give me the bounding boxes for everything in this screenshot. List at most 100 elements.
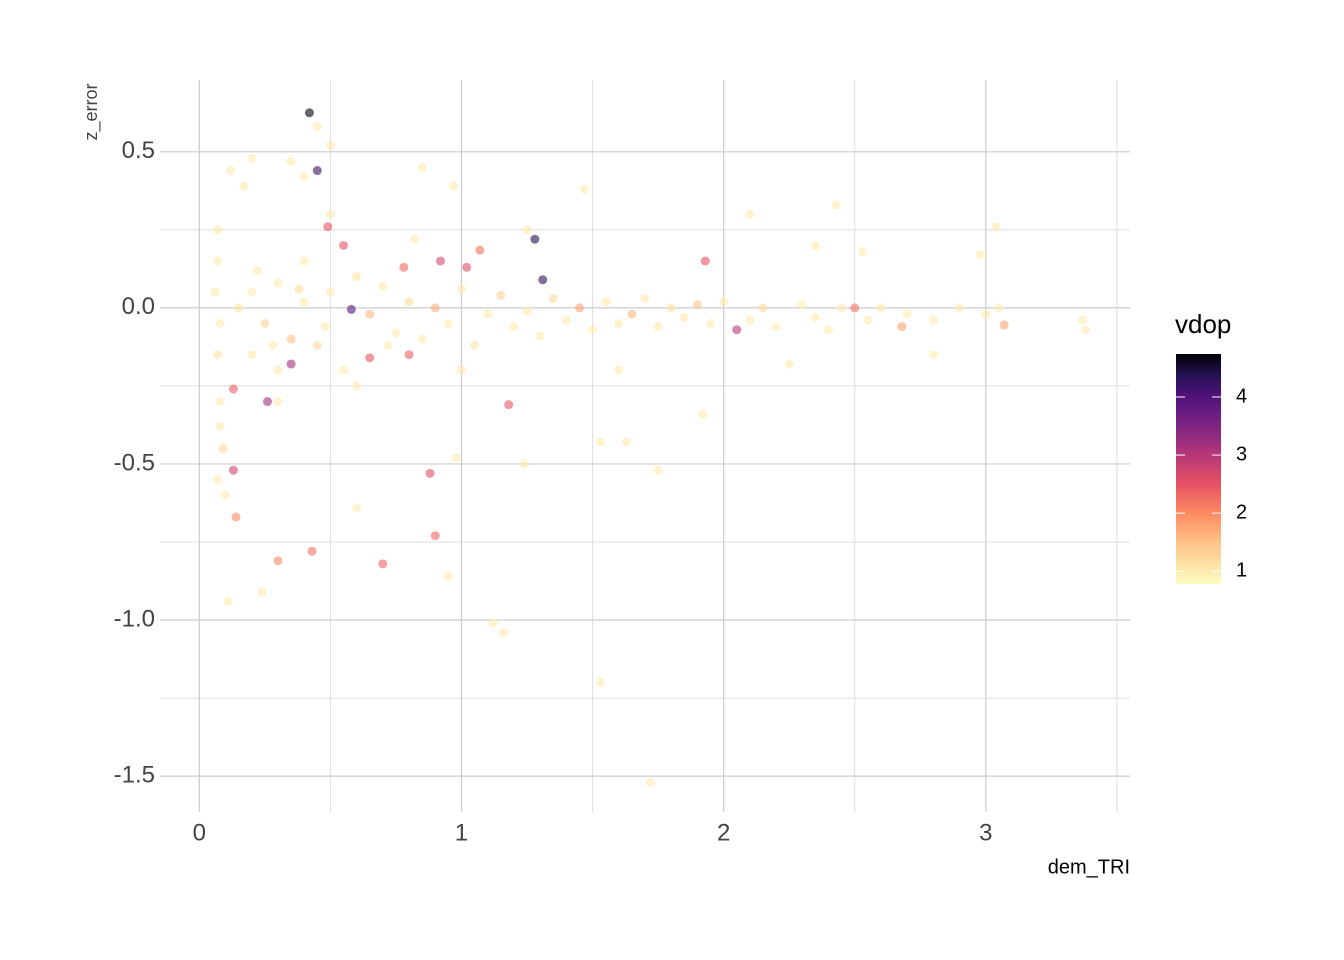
point (226, 166, 236, 176)
point (383, 340, 393, 350)
point (858, 247, 868, 257)
point (430, 531, 440, 541)
point (902, 309, 912, 319)
point (304, 108, 314, 118)
point (797, 300, 807, 310)
point (897, 322, 907, 332)
x-tick-label: 2 (717, 819, 730, 846)
point (679, 312, 689, 322)
point (732, 325, 742, 335)
point (320, 322, 330, 332)
colorbar-title: vdop (1175, 309, 1231, 339)
point (614, 365, 624, 375)
point (273, 278, 283, 288)
point (1078, 315, 1088, 325)
point (771, 322, 781, 332)
point (588, 325, 598, 335)
point (451, 453, 461, 463)
point (234, 303, 244, 313)
y-tick-label: 0.5 (122, 137, 155, 164)
point (299, 172, 309, 182)
point (213, 350, 223, 360)
point (247, 287, 257, 297)
point (645, 777, 655, 787)
point (231, 512, 241, 522)
point (215, 318, 225, 328)
point (409, 234, 419, 244)
point (213, 225, 223, 235)
point (601, 297, 611, 307)
point (228, 465, 238, 475)
point (312, 166, 322, 176)
x-tick-label: 3 (979, 819, 992, 846)
colorbar-tick-label: 4 (1236, 385, 1247, 407)
point (352, 381, 362, 391)
point (223, 596, 233, 606)
point (339, 365, 349, 375)
point (221, 490, 231, 500)
point (257, 587, 267, 597)
point (218, 443, 228, 453)
point (325, 287, 335, 297)
point (365, 353, 375, 363)
point (700, 256, 710, 266)
point (483, 309, 493, 319)
point (548, 294, 558, 304)
point (215, 421, 225, 431)
point (475, 245, 485, 255)
y-axis-title: z_error (81, 83, 102, 140)
point (210, 287, 220, 297)
point (745, 315, 755, 325)
point (530, 234, 540, 244)
point (928, 350, 938, 360)
point (456, 284, 466, 294)
point (268, 340, 278, 350)
point (339, 240, 349, 250)
point (522, 306, 532, 316)
x-tick-label: 1 (455, 819, 468, 846)
point (352, 503, 362, 513)
point (496, 290, 506, 300)
point (260, 318, 270, 328)
point (247, 153, 257, 163)
point (991, 222, 1001, 232)
point (627, 309, 637, 319)
point (955, 303, 965, 313)
point (247, 350, 257, 360)
point (325, 141, 335, 151)
point (213, 475, 223, 485)
point (784, 359, 794, 369)
point (614, 318, 624, 328)
point (580, 184, 590, 194)
point (443, 318, 453, 328)
point (391, 328, 401, 338)
point (850, 303, 860, 313)
point (239, 181, 249, 191)
point (352, 272, 362, 282)
point (653, 465, 663, 475)
x-axis-title: dem_TRI (1048, 856, 1130, 878)
colorbar-tick-label: 3 (1236, 443, 1247, 465)
point (399, 262, 409, 272)
point (504, 400, 514, 410)
point (299, 297, 309, 307)
point (273, 556, 283, 566)
x-tick-label: 0 (193, 819, 206, 846)
point (213, 256, 223, 266)
point (863, 315, 873, 325)
point (535, 331, 545, 341)
point (325, 209, 335, 219)
point (299, 256, 309, 266)
point (498, 628, 508, 638)
point (378, 281, 388, 291)
point (810, 240, 820, 250)
point (574, 303, 584, 313)
point (449, 181, 459, 191)
point (999, 320, 1009, 330)
point (312, 122, 322, 132)
y-tick-label: 0.0 (122, 293, 155, 320)
point (286, 359, 296, 369)
point (430, 303, 440, 313)
point (595, 677, 605, 687)
